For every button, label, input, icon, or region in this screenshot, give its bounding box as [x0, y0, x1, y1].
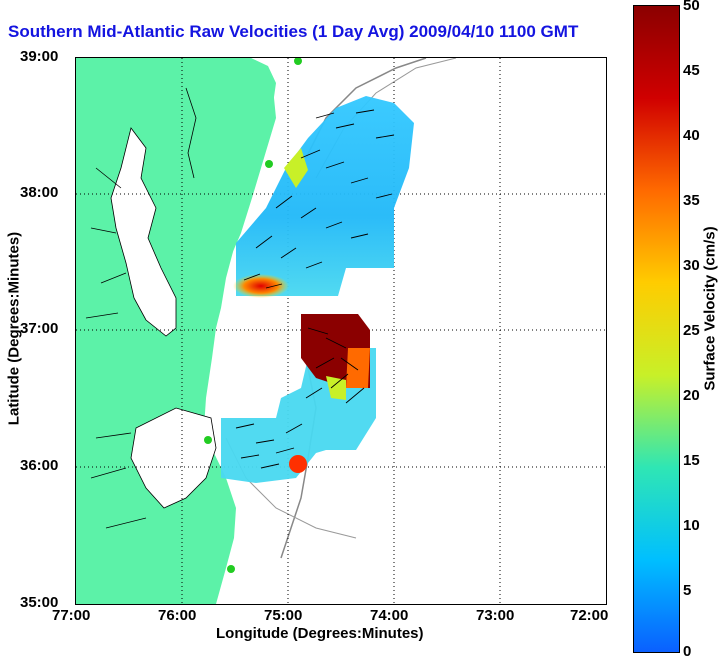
colorbar-label: Surface Velocity (cm/s): [701, 226, 719, 391]
y-tick-label: 36:00: [20, 457, 59, 474]
colorbar-tick: 25: [683, 322, 700, 339]
chart-title: Southern Mid-Atlantic Raw Velocities (1 …: [8, 22, 579, 41]
chesapeake-bay: [110, 127, 177, 337]
colorbar-tick: 20: [683, 387, 700, 404]
x-tick-label: 75:00: [264, 607, 303, 624]
colorbar-tick: 40: [683, 127, 700, 144]
colorbar: [633, 5, 680, 653]
y-axis-label: Latitude (Degrees:Minutes): [5, 231, 23, 426]
velocity-vectors: [235, 109, 395, 469]
x-tick-label: 74:00: [370, 607, 409, 624]
x-tick-label: 73:00: [476, 607, 515, 624]
colorbar-tick: 45: [683, 62, 700, 79]
y-tick-label: 38:00: [20, 184, 59, 201]
map-plot-area: [75, 57, 607, 605]
pamlico-sound: [130, 407, 217, 509]
colorbar-tick: 10: [683, 517, 700, 534]
colorbar-tick: 30: [683, 257, 700, 274]
y-tick-label: 37:00: [20, 320, 59, 337]
colorbar-tick: 50: [683, 0, 700, 14]
map-canvas: [76, 58, 606, 604]
x-axis-label: Longitude (Degrees:Minutes): [216, 625, 424, 642]
colorbar-tick: 0: [683, 643, 692, 660]
peninsula: [172, 58, 276, 293]
x-tick-label: 76:00: [158, 607, 197, 624]
y-tick-label: 39:00: [20, 48, 59, 65]
y-tick-label: 35:00: [20, 594, 59, 611]
colorbar-tick: 35: [683, 192, 700, 209]
x-tick-label: 72:00: [570, 607, 609, 624]
velocity-field-north: [236, 96, 414, 296]
colorbar-tick: 15: [683, 452, 700, 469]
station-marker: [294, 58, 302, 65]
colorbar-tick: 5: [683, 582, 692, 599]
x-tick-label: 77:00: [52, 607, 91, 624]
